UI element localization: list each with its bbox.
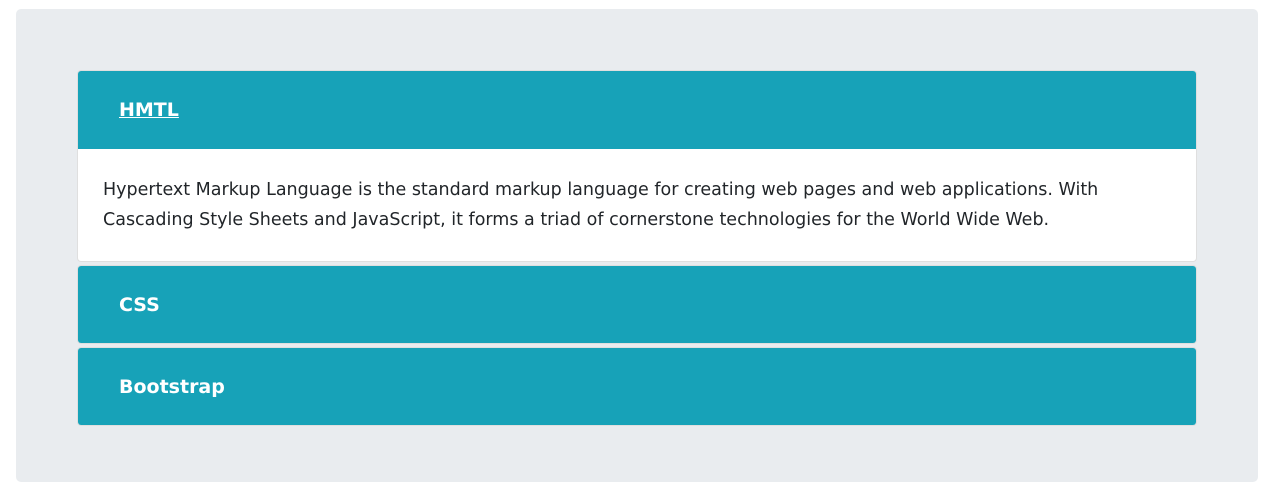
- accordion-toggle-css[interactable]: CSS: [119, 293, 160, 316]
- accordion-header-css[interactable]: CSS: [78, 266, 1196, 343]
- accordion-body-html: Hypertext Markup Language is the standar…: [103, 180, 1099, 230]
- accordion: HMTL Hypertext Markup Language is the st…: [77, 70, 1197, 426]
- accordion-toggle-bootstrap[interactable]: Bootstrap: [119, 375, 225, 398]
- jumbotron-container: HMTL Hypertext Markup Language is the st…: [16, 9, 1258, 482]
- accordion-card-html: HMTL Hypertext Markup Language is the st…: [77, 70, 1197, 262]
- accordion-toggle-html[interactable]: HMTL: [119, 99, 179, 121]
- accordion-card-bootstrap: Bootstrap: [77, 347, 1197, 426]
- accordion-card-css: CSS: [77, 265, 1197, 344]
- accordion-header-html[interactable]: HMTL: [78, 71, 1196, 149]
- accordion-header-bootstrap[interactable]: Bootstrap: [78, 348, 1196, 425]
